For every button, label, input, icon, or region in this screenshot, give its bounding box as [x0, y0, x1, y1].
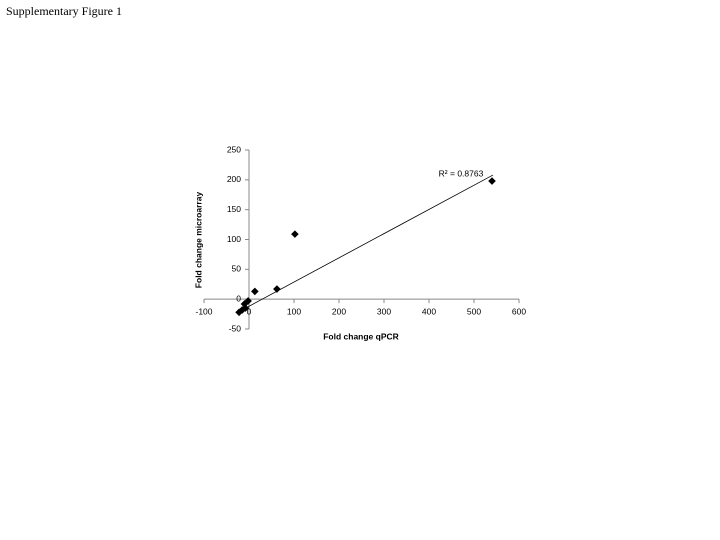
- x-tick-label: 300: [377, 306, 391, 316]
- point: [488, 177, 496, 185]
- point: [251, 287, 259, 296]
- point: [273, 285, 281, 293]
- x-tick-label: 0: [247, 306, 252, 316]
- x-tick-label: -100: [195, 306, 212, 316]
- point: [291, 230, 299, 238]
- y-tick-label: 250: [227, 144, 241, 154]
- x-tick-label: 400: [422, 306, 436, 316]
- x-tick-label: 100: [287, 306, 301, 316]
- x-axis-title: Fold change qPCR: [323, 331, 399, 341]
- annotation: R² = 0.8763: [439, 168, 484, 178]
- x-tick-label: 500: [467, 306, 481, 316]
- point: [244, 297, 252, 305]
- y-tick-label: 200: [227, 174, 241, 184]
- point: [235, 308, 243, 317]
- y-tick-label: 0: [236, 293, 241, 303]
- x-tick-label: 600: [512, 306, 526, 316]
- y-tick-label: 100: [227, 234, 241, 244]
- y-tick-label: 50: [232, 264, 242, 274]
- y-tick-label: 150: [227, 204, 241, 214]
- y-tick-label: -50: [229, 323, 242, 333]
- figure-title: Supplementary Figure 1: [6, 4, 122, 18]
- trendline: [239, 174, 494, 312]
- y-axis-title: Fold change microarray: [193, 192, 203, 289]
- x-tick-label: 200: [332, 306, 346, 316]
